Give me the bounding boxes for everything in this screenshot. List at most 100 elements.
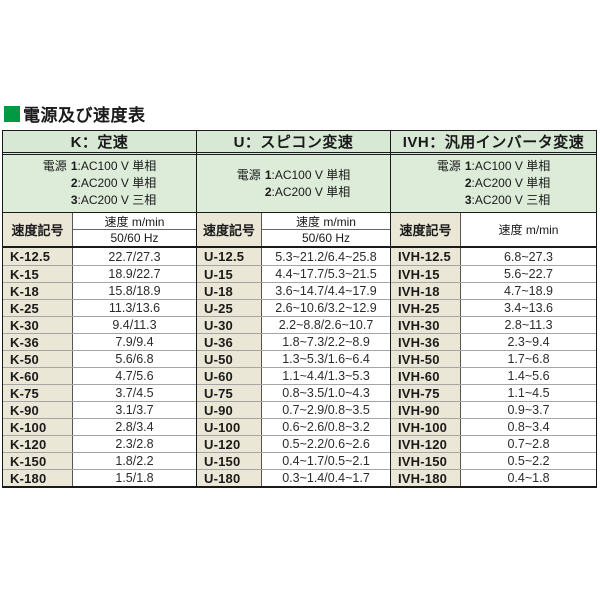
table-row: K-30 9.4/11.3 [3,316,196,333]
power-option: 2:AC200 V 単相 [70,176,157,190]
row-speed: 3.4~13.6 [503,301,553,315]
title-square-icon [4,105,20,122]
table-row: IVH-36 2.3~9.4 [391,333,596,350]
column-header-speed: 速度 m/min 50/60 Hz [262,213,390,246]
table-row: U-120 0.5~2.2/0.6~2.6 [197,435,390,452]
row-code: K-180 [3,470,73,486]
table-row: U-150 0.4~1.7/0.5~2.1 [197,452,390,469]
table-row: K-90 3.1/3.7 [3,401,196,418]
row-code: IVH-15 [391,266,461,282]
row-speed: 2.3~9.4 [507,335,550,349]
row-code: K-15 [3,266,73,282]
row-speed: 2.6~10.6/3.2~12.9 [275,301,377,315]
row-speed: 11.3/13.6 [108,301,161,315]
row-code: U-18 [197,283,262,299]
table-row: U-25 2.6~10.6/3.2~12.9 [197,299,390,316]
power-option: 1:AC100 V 単相 [464,159,551,173]
row-speed: 9.4/11.3 [112,318,157,332]
table-row: IVH-90 0.9~3.7 [391,401,596,418]
table-row: U-50 1.3~5.3/1.6~6.4 [197,350,390,367]
row-code: K-60 [3,368,73,384]
row-speed: 1.8~7.3/2.2~8.9 [282,335,370,349]
section-u-rows: U-12.5 5.3~21.2/6.4~25.8 U-15 4.4~17.7/5… [197,248,390,486]
section-k-header: K：定速 [3,131,196,155]
row-speed: 0.4~1.8 [507,471,550,485]
row-speed: 1.1~4.5 [507,386,550,400]
section-u: U：スピコン変速 電源 1:AC100 V 単相 2:AC200 V 単相 速度… [196,131,390,486]
row-code: K-50 [3,351,73,367]
row-code: U-120 [197,436,262,452]
row-code: U-100 [197,419,262,435]
table-row: K-12.5 22.7/27.3 [3,248,196,265]
table-row: K-180 1.5/1.8 [3,469,196,486]
row-code: K-75 [3,385,73,401]
table-row: IVH-120 0.7~2.8 [391,435,596,452]
column-header-code: 速度記号 [197,213,262,246]
row-speed: 1.4~5.6 [507,369,550,383]
table-row: IVH-50 1.7~6.8 [391,350,596,367]
column-header-speed-unit: 速度 m/min [262,213,390,230]
table-row: U-15 4.4~17.7/5.3~21.5 [197,265,390,282]
table-row: IVH-180 0.4~1.8 [391,469,596,486]
table-row: IVH-100 0.8~3.4 [391,418,596,435]
column-header-hz: 50/60 Hz [110,231,159,245]
section-ivh-rows: IVH-12.5 6.8~27.3 IVH-15 5.6~22.7 IVH-18… [391,248,596,486]
power-option: 1:AC100 V 単相 [264,167,351,182]
row-speed: 18.9/22.7 [108,267,161,281]
table-row: IVH-12.5 6.8~27.3 [391,248,596,265]
section-ivh: IVH：汎用インバータ変速 電源 1:AC100 V 単相 2:AC200 V … [390,131,596,486]
row-speed: 6.8~27.3 [503,249,553,264]
row-code: U-25 [197,300,262,316]
column-header-speed: 速度 m/min 50/60 Hz [73,213,196,246]
table-row: K-60 4.7/5.6 [3,367,196,384]
power-option: 2:AC200 V 単相 [264,184,351,199]
power-option: 3:AC200 V 三相 [464,193,551,207]
row-speed: 2.8~11.3 [504,318,553,332]
row-code: IVH-30 [391,317,461,333]
row-speed: 0.8~3.4 [507,420,550,434]
table-row: K-150 1.8/2.2 [3,452,196,469]
power-options: 1:AC100 V 単相 2:AC200 V 単相 [265,167,350,201]
row-speed: 15.8/18.9 [108,284,161,298]
row-speed: 1.5/1.8 [115,471,154,485]
column-header-speed: 速度 m/min [461,213,596,246]
row-speed: 1.1~4.4/1.3~5.3 [282,369,370,383]
row-speed: 3.1/3.7 [115,403,154,417]
table-row: U-75 0.8~3.5/1.0~4.3 [197,384,390,401]
row-speed: 0.3~1.4/0.4~1.7 [282,471,370,485]
column-header-hz: 50/60 Hz [301,231,351,245]
table-row: IVH-30 2.8~11.3 [391,316,596,333]
power-label: 電源 [42,159,67,173]
section-ivh-header: IVH：汎用インバータ変速 [391,131,596,155]
row-code: IVH-120 [391,436,461,452]
column-header-speed-unit: 速度 m/min [498,223,559,237]
row-speed: 0.5~2.2/0.6~2.6 [282,437,370,451]
row-code: K-18 [3,283,73,299]
power-option: 3:AC200 V 三相 [70,193,157,207]
table-row: U-30 2.2~8.8/2.6~10.7 [197,316,390,333]
table-row: K-50 5.6/6.8 [3,350,196,367]
column-header-code: 速度記号 [391,213,461,246]
row-speed: 3.7/4.5 [115,386,154,400]
table-row: U-18 3.6~14.7/4.4~17.9 [197,282,390,299]
row-speed: 1.3~5.3/1.6~6.4 [282,352,370,366]
power-option: 1:AC100 V 単相 [70,159,157,173]
table-row: U-36 1.8~7.3/2.2~8.9 [197,333,390,350]
power-options: 1:AC100 V 単相 2:AC200 V 単相 3:AC200 V 三相 [465,158,550,209]
table-row: K-15 18.9/22.7 [3,265,196,282]
column-header-speed-unit: 速度 m/min [73,213,196,230]
table-row: K-25 11.3/13.6 [3,299,196,316]
row-code: IVH-50 [391,351,461,367]
page-title-text: 電源及び速度表 [23,106,146,125]
row-code: U-150 [197,453,262,469]
row-code: IVH-100 [391,419,461,435]
section-u-power-note: 電源 1:AC100 V 単相 2:AC200 V 単相 [197,155,390,213]
row-code: U-50 [197,351,262,367]
row-code: K-90 [3,402,73,418]
row-code: IVH-90 [391,402,461,418]
section-k-rows: K-12.5 22.7/27.3 K-15 18.9/22.7 K-18 15.… [3,248,196,486]
row-code: U-12.5 [197,248,262,265]
row-speed: 5.6~22.7 [503,267,553,281]
section-k-column-headers: 速度記号 速度 m/min 50/60 Hz [3,213,196,248]
